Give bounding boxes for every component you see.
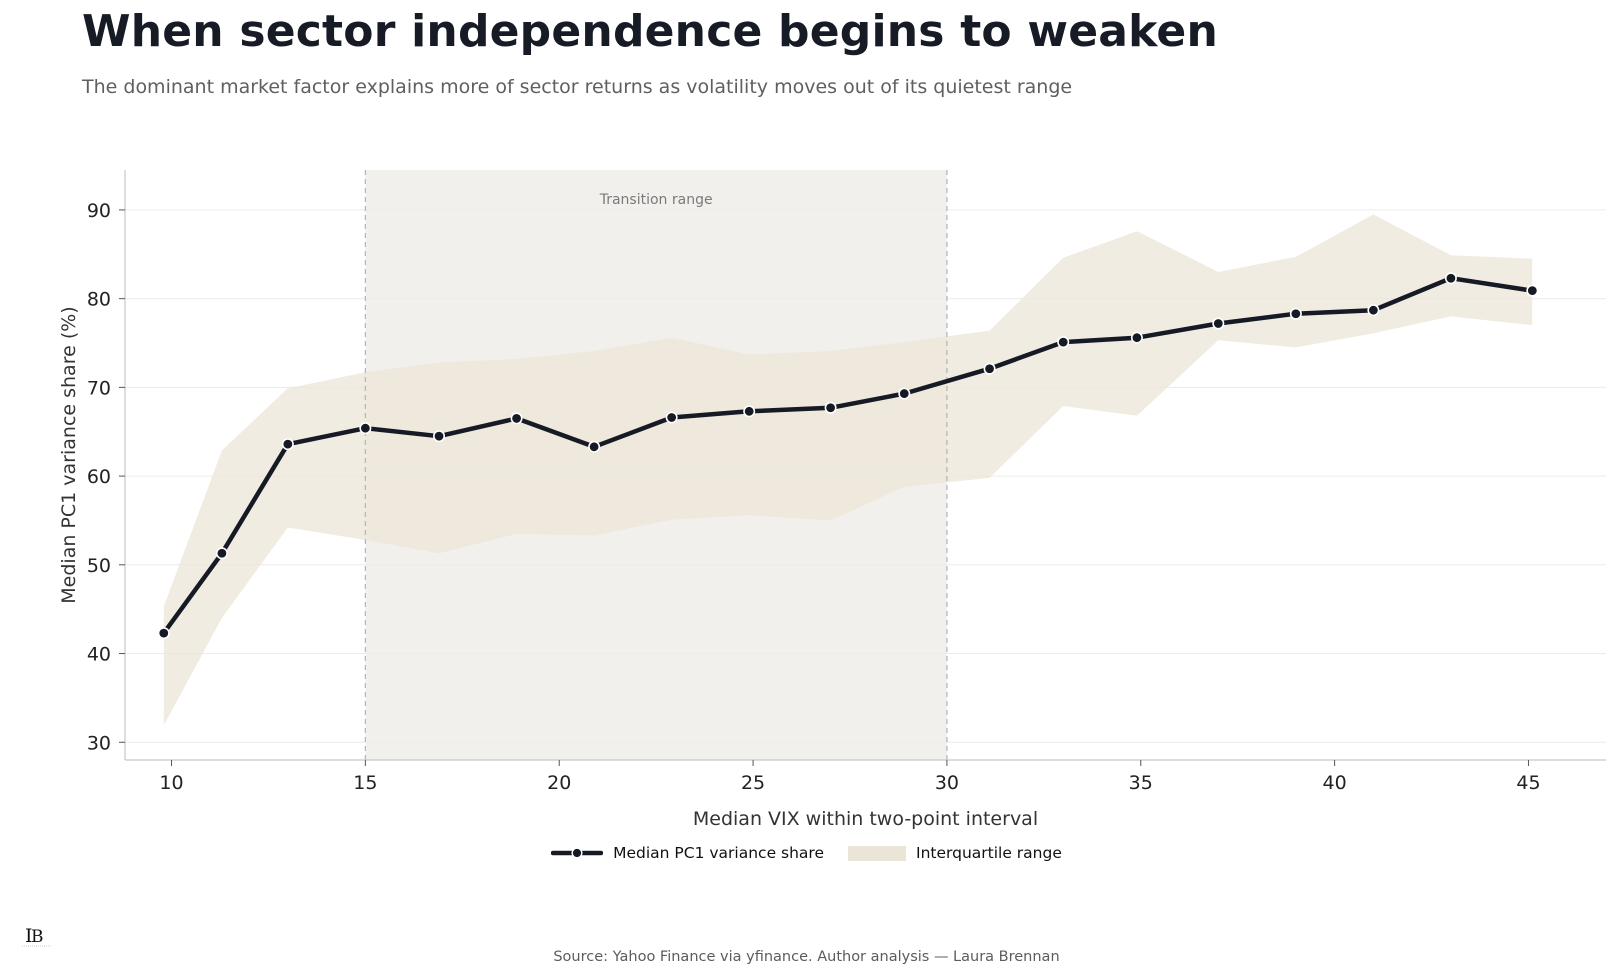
transition-range-label: Transition range: [599, 192, 713, 208]
svg-text:B: B: [31, 927, 44, 947]
x-tick-label: 35: [1129, 772, 1153, 794]
legend-label-median: Median PC1 variance share: [613, 844, 824, 862]
author-logo: I B: [22, 925, 52, 947]
median-point: [510, 412, 523, 425]
x-tick-label: 15: [353, 772, 377, 794]
median-point: [1444, 272, 1457, 285]
median-point: [215, 547, 228, 560]
legend-line-swatch: [551, 847, 604, 859]
x-tick-labels: 10 15 20 25 30 35 40 45: [159, 760, 1541, 794]
median-point: [588, 440, 601, 453]
median-point: [743, 405, 756, 418]
median-point: [359, 422, 372, 435]
x-tick-label: 25: [741, 772, 765, 794]
median-point: [665, 411, 678, 424]
x-tick-label: 30: [935, 772, 959, 794]
y-tick-label: 30: [87, 732, 111, 754]
y-tick-label: 40: [87, 644, 111, 666]
x-tick-label: 10: [159, 772, 183, 794]
median-point: [1130, 331, 1143, 344]
median-point: [433, 430, 446, 443]
line-chart: Transition range 30 40 50 60 70 80 90 10 15 20 25…: [58, 170, 1606, 830]
x-tick-label: 40: [1323, 772, 1347, 794]
y-tick-labels: 30 40 50 60 70 80 90: [87, 200, 125, 754]
x-tick-label: 45: [1516, 772, 1540, 794]
median-points: [157, 272, 1539, 640]
median-point: [1289, 307, 1302, 320]
x-tick-label: 20: [547, 772, 571, 794]
median-point: [983, 362, 996, 375]
y-axis-label: Median PC1 variance share (%): [58, 306, 80, 603]
y-tick-label: 70: [87, 377, 111, 399]
y-tick-label: 50: [87, 555, 111, 577]
y-tick-label: 60: [87, 466, 111, 488]
x-axis-label: Median VIX within two-point interval: [693, 808, 1038, 830]
chart-title: When sector independence begins to weake…: [82, 6, 1219, 57]
median-point: [1057, 336, 1070, 349]
median-point: [1367, 304, 1380, 317]
iqr-band: [163, 214, 1533, 726]
median-point: [1212, 317, 1225, 330]
source-note: Source: Yahoo Finance via yfinance. Auth…: [553, 949, 1060, 965]
y-tick-label: 80: [87, 289, 111, 311]
legend-item-median: Median PC1 variance share: [551, 844, 824, 862]
y-tick-label: 90: [87, 200, 111, 222]
median-point: [824, 401, 837, 414]
median-point: [281, 438, 294, 451]
svg-text:I: I: [25, 925, 33, 947]
median-point: [1526, 284, 1539, 297]
legend: Median PC1 variance share Interquartile …: [0, 844, 1613, 862]
median-point: [157, 627, 170, 640]
legend-item-iqr: Interquartile range: [848, 844, 1062, 862]
chart-subtitle: The dominant market factor explains more…: [82, 76, 1073, 98]
legend-band-swatch: [848, 845, 906, 861]
legend-label-iqr: Interquartile range: [916, 844, 1062, 862]
median-point: [898, 387, 911, 400]
